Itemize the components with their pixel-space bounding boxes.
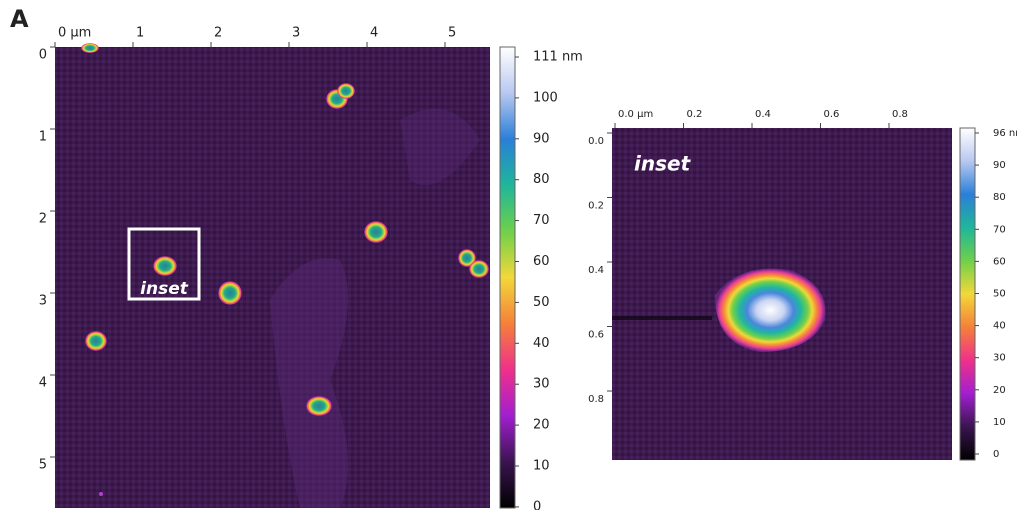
colorbar-tick-label: 0 <box>993 449 999 460</box>
y-tick-label: 0.4 <box>588 265 604 276</box>
y-tick-label: 4 <box>39 376 47 391</box>
colorbar-tick-label: 90 <box>533 131 550 146</box>
colorbar-tick-label: 20 <box>533 418 550 433</box>
colorbar-tick-label: 10 <box>993 417 1006 428</box>
y-tick-label: 0.2 <box>588 201 604 212</box>
x-tick-label: 0.6 <box>824 109 840 120</box>
x-tick-label: 0.2 <box>687 109 703 120</box>
y-tick-label: 0.0 <box>588 136 604 147</box>
inset-title: inset <box>634 152 692 176</box>
x-tick-label: 0 µm <box>58 26 91 41</box>
colorbar-tick-label: 30 <box>533 377 550 392</box>
colorbar <box>960 128 975 460</box>
main-image: inset <box>55 43 490 508</box>
inset-image: inset <box>612 128 952 460</box>
y-tick-label: 1 <box>39 130 47 145</box>
colorbar-tick-label: 40 <box>993 321 1006 332</box>
colorbar-tick-label: 30 <box>993 353 1006 364</box>
y-tick-label: 2 <box>39 212 47 227</box>
x-tick-label: 4 <box>370 26 378 41</box>
colorbar-tick-label: 50 <box>993 289 1006 300</box>
x-tick-label: 0.0 µm <box>618 109 653 120</box>
colorbar-tick-label: 60 <box>533 254 550 269</box>
colorbar-tick-label: 50 <box>533 295 550 310</box>
x-tick-label: 3 <box>292 26 300 41</box>
colorbar-tick-label: 100 <box>533 90 558 105</box>
colorbar-tick-label: 90 <box>993 160 1006 171</box>
colorbar-tick-label: 10 <box>533 459 550 474</box>
colorbar-tick-label: 70 <box>993 224 1006 235</box>
x-tick-label: 0.4 <box>755 109 771 120</box>
x-tick-label: 2 <box>214 26 222 41</box>
y-tick-label: 0 <box>39 48 47 63</box>
x-tick-label: 1 <box>136 26 144 41</box>
y-tick-label: 0.8 <box>588 394 604 405</box>
colorbar-tick-label: 60 <box>993 256 1006 267</box>
x-tick-label: 0.8 <box>892 109 908 120</box>
colorbar-tick-label: 40 <box>533 336 550 351</box>
inset-box-label: inset <box>140 279 189 299</box>
y-tick-label: 0.6 <box>588 330 604 341</box>
y-tick-label: 3 <box>39 294 47 309</box>
colorbar <box>500 47 515 508</box>
x-tick-label: 5 <box>448 26 456 41</box>
y-tick-label: 5 <box>39 458 47 473</box>
colorbar-tick-label: 70 <box>533 213 550 228</box>
figure: A inset inset 0 µm12345012345111 nm10090… <box>0 0 1017 510</box>
colorbar-tick-label: 20 <box>993 385 1006 396</box>
colorbar-tick-label: 96 nm <box>993 128 1017 139</box>
colorbar-tick-label: 111 nm <box>533 50 583 65</box>
colorbar-tick-label: 80 <box>533 172 550 187</box>
panel-label: A <box>10 5 29 33</box>
colorbar-tick-label: 80 <box>993 192 1006 203</box>
colorbar-tick-label: 0 <box>533 499 541 510</box>
